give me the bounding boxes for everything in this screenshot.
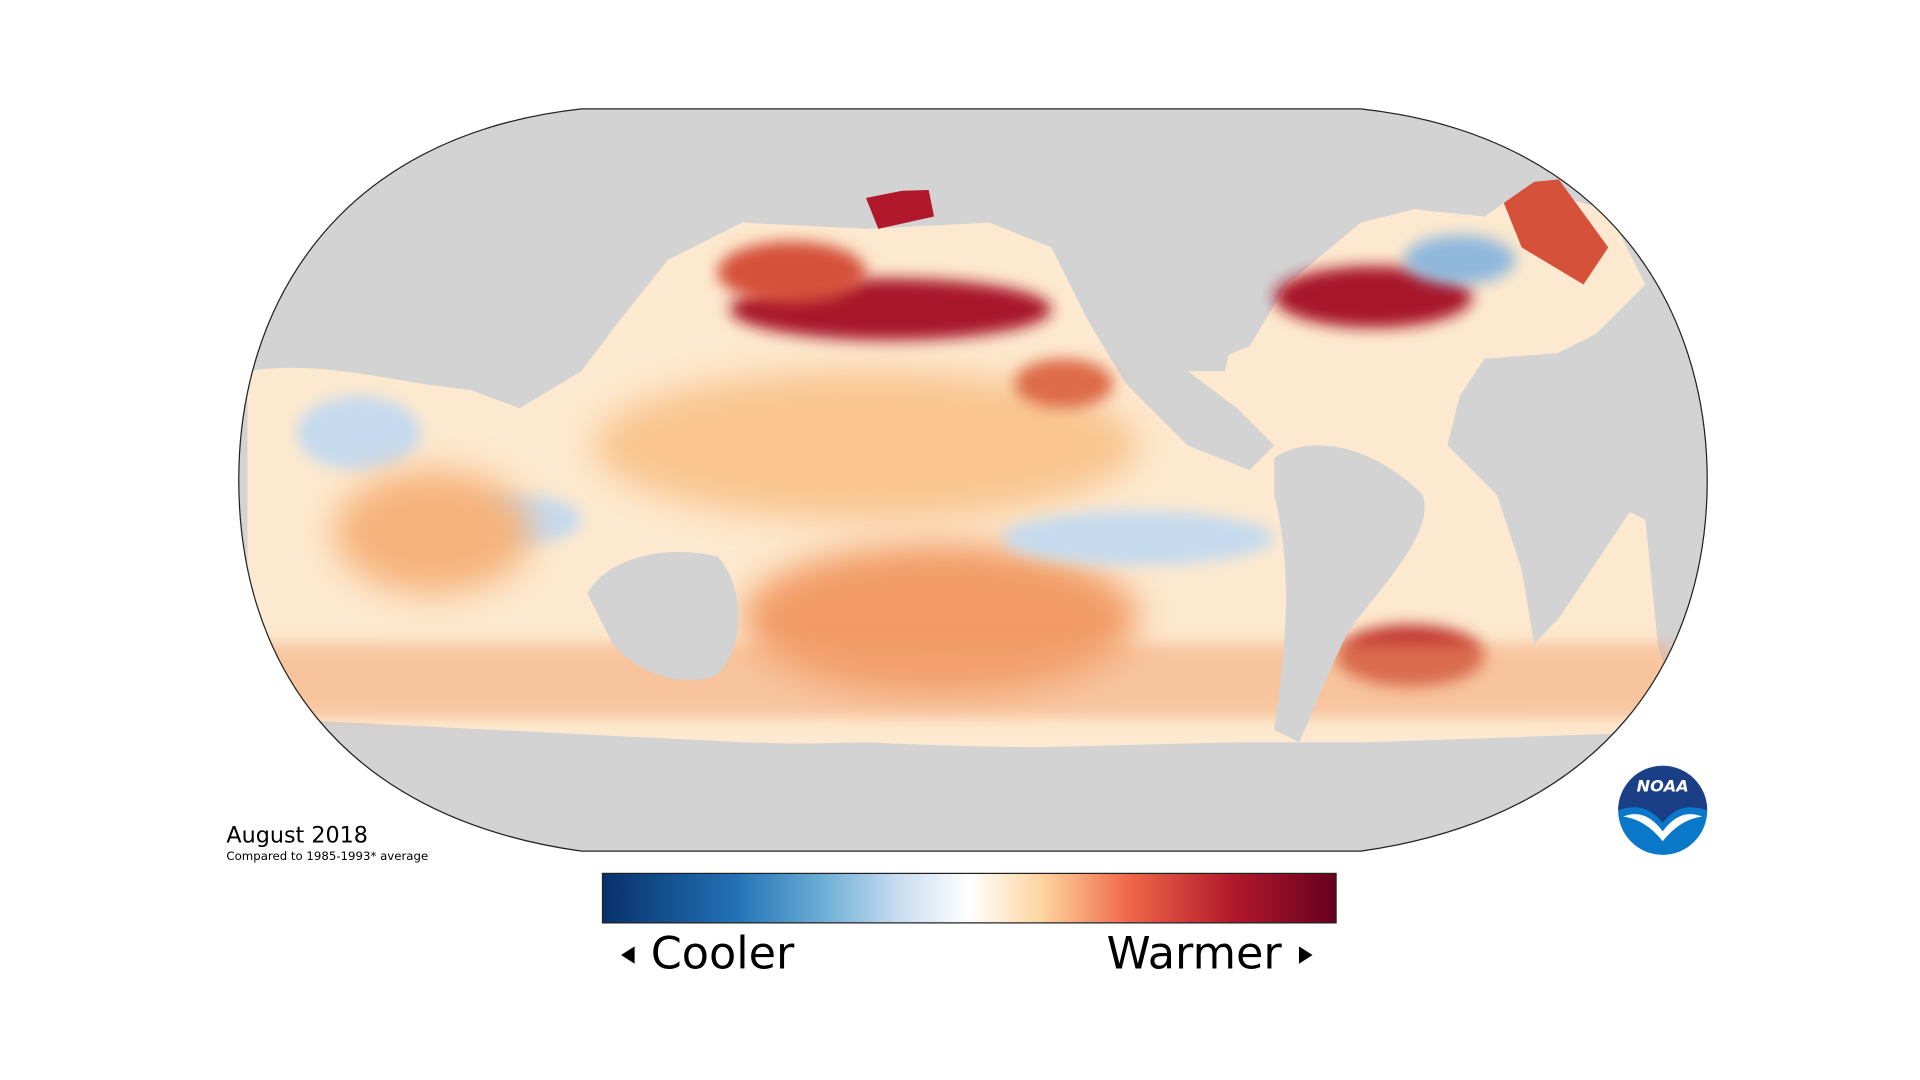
color-scale (601, 872, 1337, 924)
map-subtitle: Compared to 1985-1993* average (226, 849, 428, 863)
noaa-logo: NOAA (1618, 765, 1708, 855)
legend-high-label: Warmer (1107, 927, 1283, 979)
right-arrow (1298, 946, 1313, 964)
map-title: August 2018 (226, 822, 368, 848)
map (238, 108, 1708, 852)
legend-low-label: Cooler (651, 927, 795, 979)
left-arrow (621, 946, 635, 964)
map-outline (238, 108, 1708, 852)
logo-text: NOAA (1637, 777, 1689, 796)
continents (238, 108, 1708, 852)
